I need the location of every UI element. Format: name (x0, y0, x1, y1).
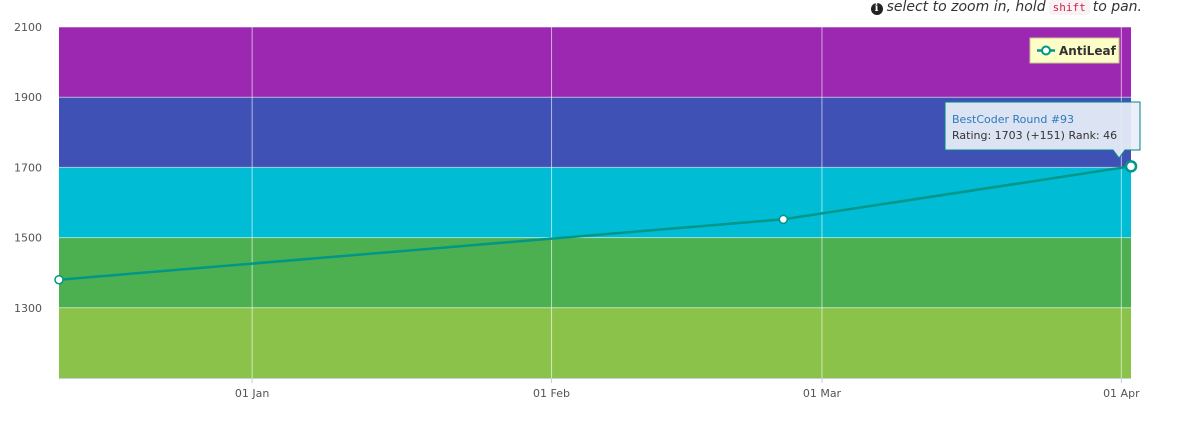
shift-key: shift (1048, 0, 1090, 15)
pan-hint-text: to pan. (1092, 0, 1142, 15)
info-circle-icon: i (870, 3, 883, 15)
band-1100-1300 (59, 307, 1131, 378)
series-antileaf[interactable] (54, 160, 1138, 285)
legend[interactable]: AntiLeaf (1029, 37, 1120, 64)
zoom-hint-text: select to zoom in, hold (886, 0, 1046, 15)
x-axis: 01 Jan 01 Feb 01 Mar 01 Apr (235, 378, 1140, 400)
x-tick-2: 01 Mar (803, 387, 842, 400)
x-tick-0: 01 Jan (235, 387, 269, 400)
rating-bands (59, 27, 1131, 378)
tooltip-box (944, 101, 1141, 159)
data-point[interactable] (54, 274, 64, 285)
data-point[interactable] (1124, 160, 1138, 173)
legend-point-marker (1041, 45, 1051, 56)
y-tick-1900: 1900 (14, 91, 42, 104)
tooltip-line: Rating: 1703 (+151) Rank: 46 (952, 129, 1117, 142)
legend-label: AntiLeaf (1059, 44, 1117, 58)
x-tick-3: 01 Apr (1103, 387, 1140, 400)
y-tick-1300: 1300 (14, 302, 42, 315)
band-1900-2100 (59, 27, 1131, 98)
tooltip: BestCoder Round #93 Rating: 1703 (+151) … (944, 101, 1141, 159)
y-tick-1700: 1700 (14, 161, 42, 174)
zoom-hint: i select to zoom in, hold shift to pan. (870, 0, 1142, 17)
data-point[interactable] (778, 214, 789, 225)
y-tick-2100: 2100 (14, 21, 42, 34)
y-axis: 1300 1500 1700 1900 2100 (14, 21, 42, 315)
band-1500-1700 (59, 167, 1131, 238)
grid-lines (59, 26, 1131, 379)
x-tick-1: 01 Feb (533, 387, 570, 400)
y-tick-1500: 1500 (14, 232, 42, 245)
tooltip-title: BestCoder Round #93 (952, 113, 1074, 126)
band-1300-1500 (59, 237, 1131, 308)
